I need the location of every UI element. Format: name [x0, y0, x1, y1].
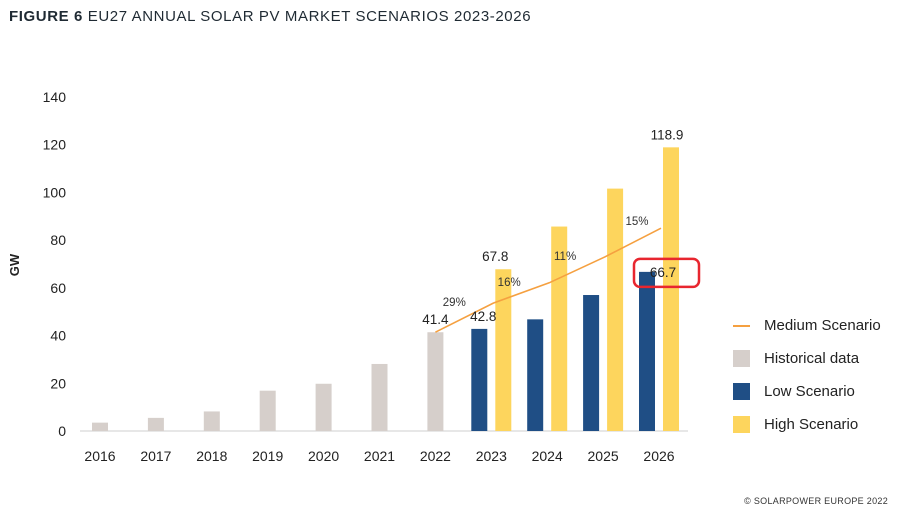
x-tick-label: 2016: [84, 448, 115, 464]
high-scenario-bar: [495, 269, 512, 431]
figure-title: FIGURE 6 EU27 ANNUAL SOLAR PV MARKET SCE…: [9, 8, 531, 25]
legend-item-high: High Scenario: [733, 408, 881, 441]
data-label: 41.4: [422, 312, 449, 327]
x-tick-label: 2019: [252, 448, 283, 464]
x-tick-label: 2020: [308, 448, 339, 464]
y-tick-label: 140: [43, 89, 67, 105]
medium-scenario-swatch: [733, 324, 750, 327]
high-scenario-bar: [551, 226, 568, 431]
figure-caption: EU27 ANNUAL SOLAR PV MARKET SCENARIOS 20…: [87, 8, 532, 25]
legend-label-historical: Historical data: [764, 350, 860, 367]
historical-bar: [259, 390, 276, 431]
figure-number: FIGURE 6: [9, 8, 83, 25]
medium-scenario-line-path: [435, 227, 662, 333]
historical-bar: [92, 422, 108, 431]
legend-label-medium: Medium Scenario: [764, 317, 881, 334]
low-scenario-bar: [583, 295, 600, 431]
y-axis: GW 0 20 40 60 80 100 120 140: [7, 89, 66, 439]
legend-item-historical: Historical data: [733, 342, 881, 375]
data-label: 42.8: [470, 309, 496, 324]
x-tick-label: 2018: [196, 448, 227, 464]
copyright-notice: © SOLARPOWER EUROPE 2022: [744, 496, 888, 506]
historical-bar: [427, 332, 444, 431]
historical-swatch: [733, 350, 750, 367]
y-tick-label: 20: [50, 375, 66, 391]
legend-label-high: High Scenario: [764, 416, 859, 433]
historical-bar: [147, 417, 164, 431]
low-scenario-bar: [639, 271, 655, 431]
high-scenario-bar: [607, 188, 624, 431]
x-tick-label: 2021: [364, 448, 395, 464]
x-tick-label: 2026: [643, 448, 674, 464]
y-tick-label: 60: [50, 280, 66, 296]
high-scenario-bar: [663, 147, 679, 432]
historical-bar: [315, 383, 332, 431]
highlight-box: [632, 257, 701, 289]
x-tick-label: 2017: [140, 448, 171, 464]
x-axis: 2016 2017 2018 2019 2020 2021 2022 2023 2024 2025…: [80, 430, 688, 464]
x-tick-label: 2024: [532, 448, 563, 464]
low-scenario-swatch: [733, 383, 750, 400]
historical-bar: [371, 363, 388, 431]
y-tick-label: 40: [50, 328, 66, 344]
x-tick-label: 2025: [588, 448, 619, 464]
bars: [92, 147, 679, 432]
legend: Medium Scenario Historical data Low Scen…: [733, 309, 881, 441]
low-scenario-bar: [471, 328, 488, 431]
y-tick-label: 100: [43, 184, 67, 200]
legend-item-medium: Medium Scenario: [733, 309, 881, 342]
data-labels: 41.4 42.8 67.8 118.9 66.7 29% 16% 11% 15%: [422, 127, 701, 327]
y-tick-label: 80: [50, 232, 66, 248]
growth-label: 16%: [498, 277, 521, 289]
y-tick-label: 120: [43, 137, 67, 153]
growth-label: 11%: [554, 251, 576, 263]
data-label: 67.8: [482, 249, 508, 264]
y-axis-label: GW: [7, 253, 22, 276]
y-tick-label: 0: [58, 423, 66, 439]
x-tick-label: 2022: [420, 448, 451, 464]
growth-label: 15%: [625, 216, 648, 228]
low-scenario-bar: [527, 319, 544, 431]
legend-item-low: Low Scenario: [733, 375, 881, 408]
data-label: 66.7: [650, 265, 676, 280]
data-label: 118.9: [651, 127, 684, 142]
legend-label-low: Low Scenario: [764, 383, 855, 400]
high-scenario-swatch: [733, 416, 750, 433]
medium-scenario-line: [435, 227, 662, 333]
historical-bar: [203, 411, 220, 431]
growth-label: 29%: [443, 297, 466, 309]
x-tick-label: 2023: [476, 448, 507, 464]
